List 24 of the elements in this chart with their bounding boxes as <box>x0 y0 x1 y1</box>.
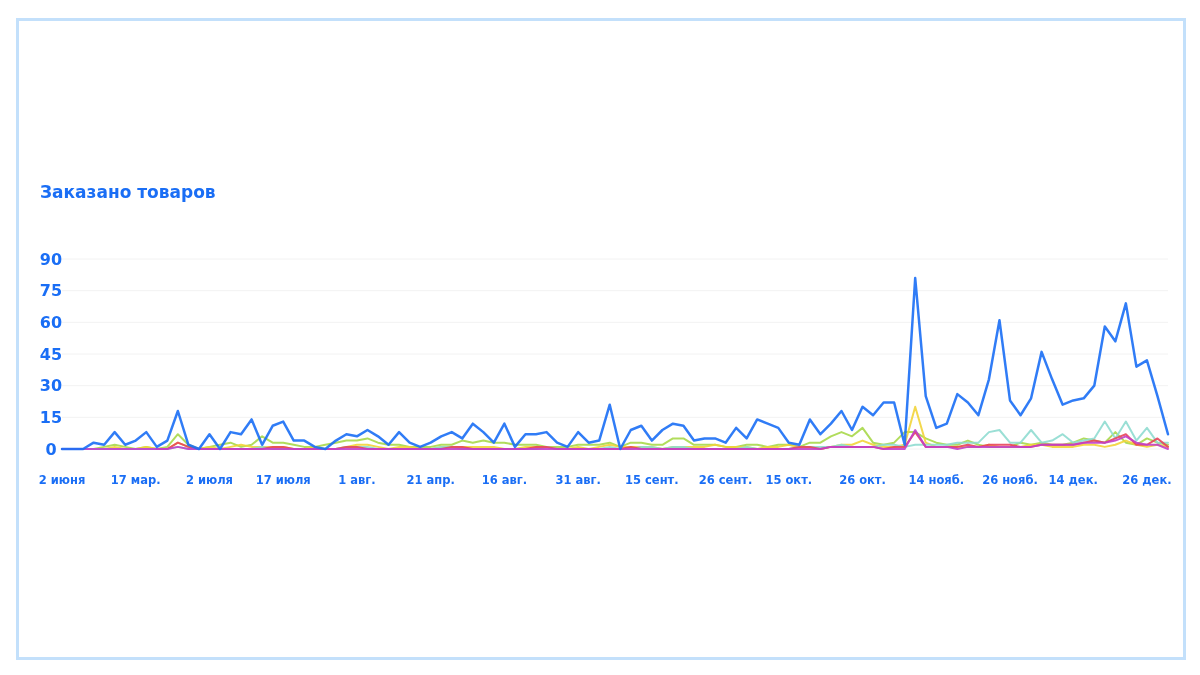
y-tick-label: 60 <box>39 312 63 332</box>
y-tick-label: 0 <box>45 439 57 459</box>
x-tick-label: 1 авг. <box>338 473 376 487</box>
x-tick-label: 2 июня <box>38 473 86 487</box>
y-tick-label: 90 <box>39 249 63 269</box>
x-tick-label: 26 сент. <box>698 473 753 487</box>
x-tick-label: 26 дек. <box>1122 473 1172 487</box>
x-tick-label: 14 нояб. <box>908 473 965 487</box>
chart-title: Заказано товаров <box>40 182 216 202</box>
x-tick-label: 2 июля <box>185 473 233 487</box>
x-tick-label: 17 июля <box>255 473 311 487</box>
x-tick-label: 26 окт. <box>839 473 886 487</box>
y-tick-label: 75 <box>39 281 63 301</box>
x-tick-label: 31 авг. <box>555 473 601 487</box>
y-tick-label: 30 <box>39 376 63 396</box>
y-tick-label: 45 <box>39 344 63 364</box>
x-tick-label: 15 сент. <box>625 473 679 487</box>
x-tick-label: 17 мар. <box>110 473 161 487</box>
x-tick-label: 26 нояб. <box>982 473 1038 487</box>
x-tick-label: 21 апр. <box>406 473 455 487</box>
y-tick-label: 15 <box>39 407 63 427</box>
x-tick-label: 14 дек. <box>1048 473 1098 487</box>
x-tick-label: 15 окт. <box>765 473 813 487</box>
x-tick-label: 16 авг. <box>481 473 528 487</box>
